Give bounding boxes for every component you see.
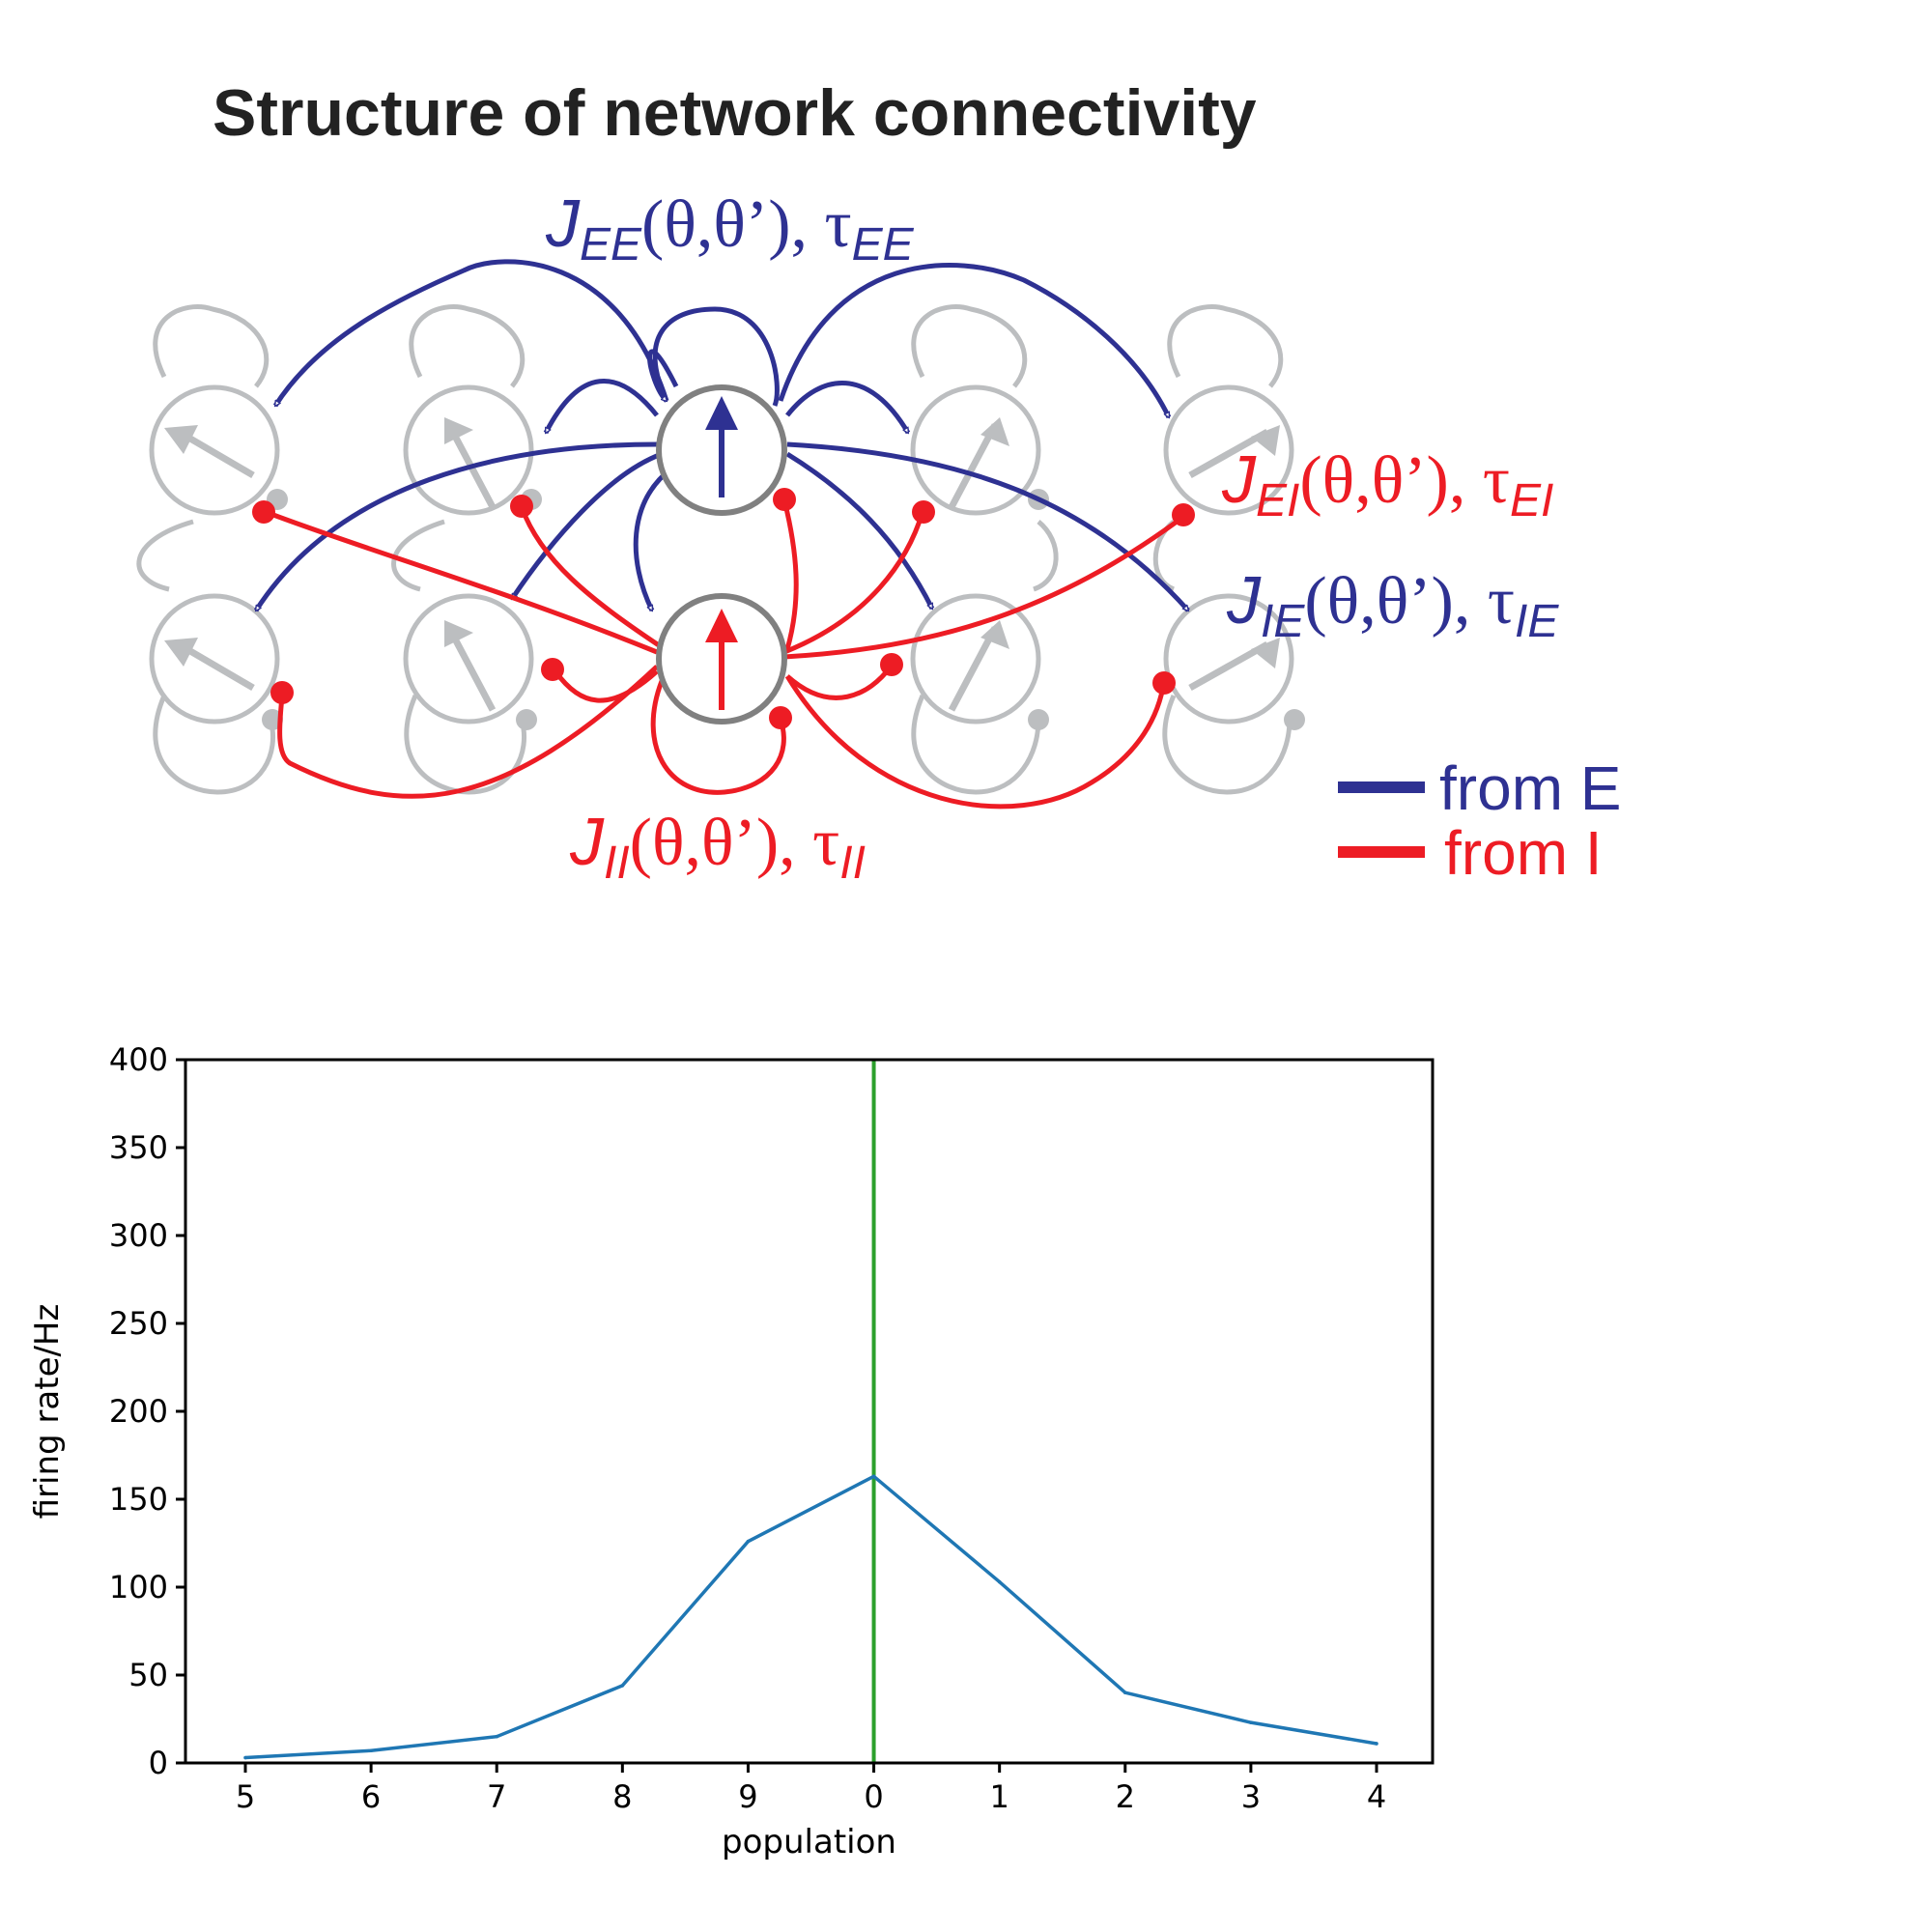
- center-inhibitory-population: [656, 593, 787, 724]
- data-point: [243, 1755, 247, 1760]
- y-tick-label: 50: [128, 1657, 168, 1693]
- y-tick-label: 100: [109, 1569, 168, 1605]
- diagram-legend: from E from I: [1338, 753, 1621, 888]
- y-axis-ticks: 0 50 100 150 200 250 300 350 400: [109, 1041, 185, 1781]
- data-point: [746, 1539, 751, 1544]
- population-pair-4: [910, 304, 1059, 795]
- plot-frame: [184, 1058, 1435, 1765]
- data-point: [997, 1579, 1002, 1584]
- center-excitatory-population: [656, 384, 787, 516]
- population-pair-1: [136, 304, 280, 795]
- x-axis-label: population: [722, 1823, 896, 1861]
- y-tick-label: 150: [109, 1481, 168, 1518]
- inactive-populations: [136, 304, 1294, 795]
- x-tick-label: 6: [361, 1778, 381, 1815]
- y-tick-label: 350: [109, 1129, 168, 1166]
- series-points: [243, 1474, 1378, 1760]
- data-point: [1249, 1720, 1253, 1724]
- x-tick-label: 5: [236, 1778, 255, 1815]
- data-point: [495, 1734, 499, 1739]
- x-tick-label: 9: [738, 1778, 757, 1815]
- inhibitory-connections: [265, 499, 1185, 810]
- excitatory-connections: [253, 259, 1190, 611]
- label-jei: JEI(θ,θ’), τEI: [1221, 441, 1553, 526]
- legend-label-from-i: from I: [1444, 818, 1603, 888]
- x-tick-label: 0: [864, 1778, 883, 1815]
- population-pair-2: [391, 304, 534, 795]
- data-point: [620, 1684, 625, 1688]
- x-tick-label: 8: [612, 1778, 632, 1815]
- x-axis-ticks: 5 6 7 8 9 0 1 2 3 4: [236, 1763, 1386, 1815]
- connectivity-diagram: Structure of network connectivity: [136, 76, 1621, 889]
- x-tick-label: 2: [1116, 1778, 1135, 1815]
- y-tick-label: 200: [109, 1393, 168, 1430]
- data-point: [871, 1474, 876, 1479]
- legend-label-from-e: from E: [1439, 753, 1621, 823]
- inhibitory-synapse-dots: [252, 488, 1195, 729]
- y-axis-label: firing rate/Hz: [28, 1304, 67, 1520]
- data-point: [1375, 1742, 1378, 1746]
- data-point: [1122, 1690, 1127, 1694]
- y-tick-label: 300: [109, 1217, 168, 1254]
- x-tick-label: 3: [1241, 1778, 1261, 1815]
- y-tick-label: 250: [109, 1305, 168, 1342]
- x-tick-label: 1: [989, 1778, 1009, 1815]
- y-tick-label: 0: [149, 1745, 168, 1781]
- label-jie: JIE(θ,θ’), τIE: [1226, 562, 1559, 647]
- x-tick-label: 7: [487, 1778, 506, 1815]
- y-tick-label: 400: [109, 1041, 168, 1078]
- diagram-title: Structure of network connectivity: [213, 76, 1257, 150]
- label-jee: JEE(θ,θ’), τEE: [545, 185, 915, 270]
- x-tick-label: 4: [1367, 1778, 1386, 1815]
- label-jii: JII(θ,θ’), τII: [569, 804, 866, 889]
- series-line: [244, 1474, 1378, 1760]
- data-point: [369, 1748, 373, 1753]
